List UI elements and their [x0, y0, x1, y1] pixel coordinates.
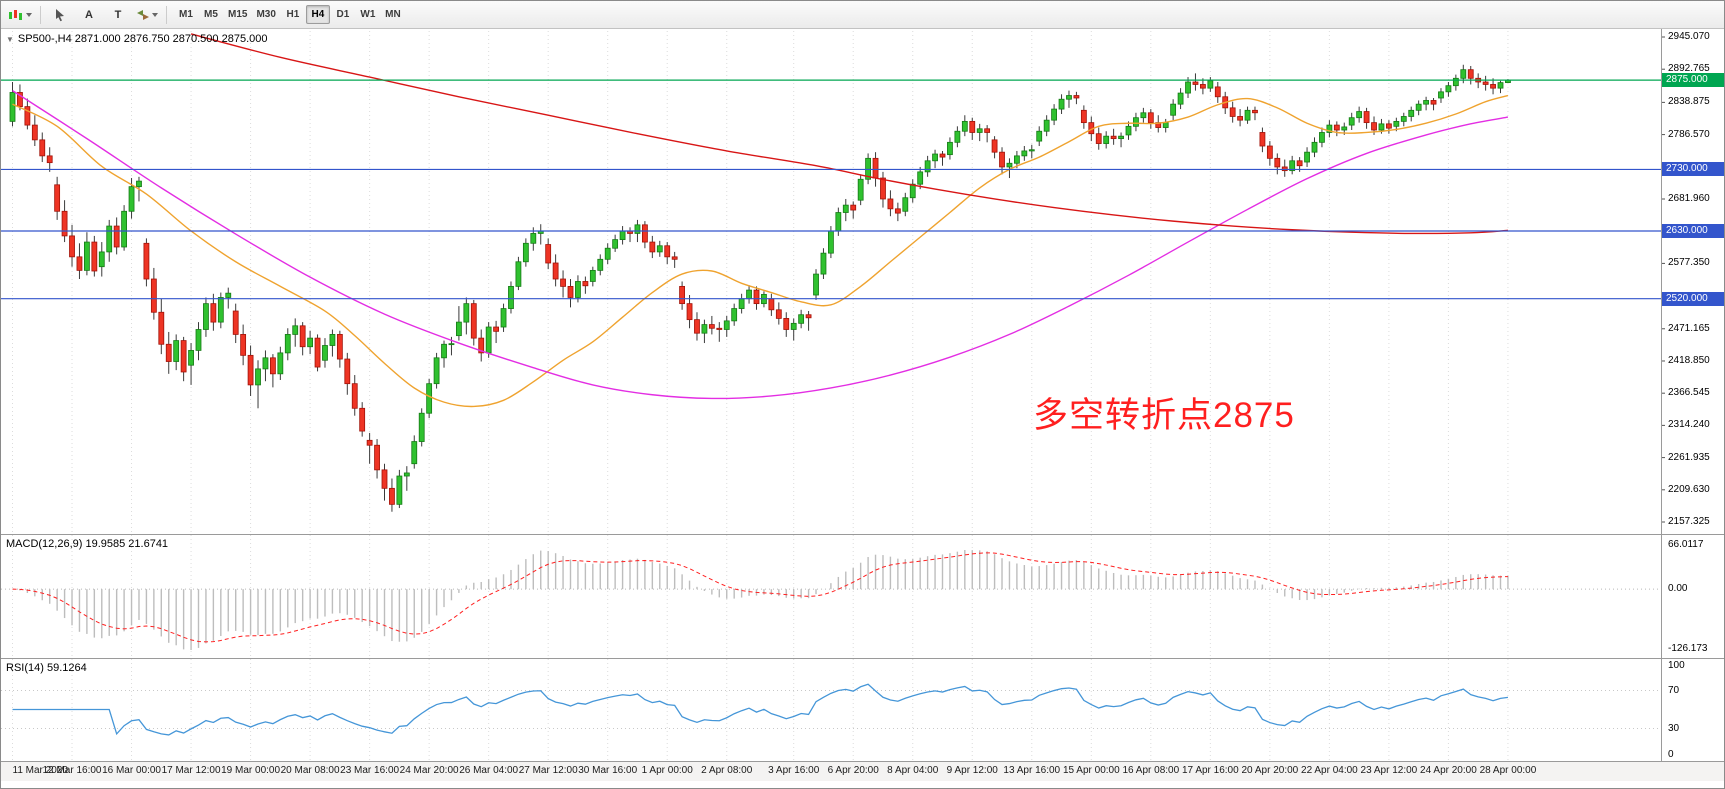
timeframe-button-mn[interactable]: MN — [385, 9, 401, 20]
symbol-header: ▼ SP500-,H4 2871.000 2876.750 2870.500 2… — [6, 33, 267, 45]
macd-panel-title: MACD(12,26,9) 19.9585 21.6741 — [6, 538, 169, 550]
timeframe-button-h4[interactable]: H4 — [305, 5, 330, 24]
candlestick-chart-icon — [9, 9, 22, 20]
ma-slow-line — [190, 33, 1508, 235]
gridlines — [12, 31, 1509, 761]
symbol-ohlc-text: SP500-,H4 2871.000 2876.750 2870.500 287… — [17, 33, 268, 45]
textbox-tool-button[interactable]: T — [114, 8, 122, 21]
dropdown-caret-icon — [26, 12, 32, 17]
timeframe-button-m30[interactable]: M30 — [256, 9, 276, 20]
timeframe-button-d1[interactable]: D1 — [336, 9, 350, 20]
timeframe-button-m5[interactable]: M5 — [204, 9, 218, 20]
ma-fast-line — [12, 94, 1509, 408]
symbol-marker-icon: ▼ — [6, 34, 14, 44]
dropdown-caret-icon — [152, 12, 158, 17]
toolbar-separator — [166, 5, 167, 24]
timeframe-button-m1[interactable]: M1 — [179, 9, 193, 20]
toolbar-separator — [40, 5, 41, 24]
time-axis-strip — [1, 761, 1724, 781]
toolbar: A T M1 M5 M15 M30 H1 H4 D1 W1 MN — [1, 1, 1724, 29]
text-tool-button[interactable]: A — [85, 8, 93, 21]
rsi-panel-title: RSI(14) 59.1264 — [6, 662, 87, 674]
candlestick-series — [9, 64, 1511, 512]
ma-medium-line — [12, 90, 1509, 400]
rsi-line — [12, 683, 1509, 736]
cycle-arrows-icon — [137, 9, 149, 20]
cursor-icon — [56, 8, 64, 21]
macd-signal-line — [12, 552, 1508, 643]
timeframe-button-group: M1 M5 M15 M30 H1 H4 D1 W1 MN — [174, 5, 405, 24]
timeframe-button-m15[interactable]: M15 — [228, 9, 248, 20]
timeframe-button-h1[interactable]: H1 — [286, 9, 300, 20]
macd-indicator — [1, 550, 1661, 650]
chart-annotation: 多空转折点2875 — [1033, 396, 1295, 435]
symbols-cycle-button[interactable] — [133, 4, 161, 26]
new-chart-button[interactable] — [5, 4, 35, 26]
rsi-indicator — [1, 683, 1661, 736]
timeframe-button-w1[interactable]: W1 — [360, 9, 376, 20]
cursor-tool-button[interactable] — [46, 4, 74, 26]
